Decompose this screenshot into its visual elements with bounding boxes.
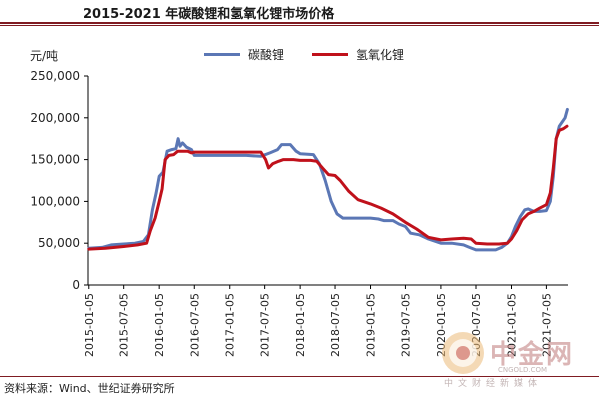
source-divider <box>0 376 599 377</box>
x-tick-label: 2016-01-05 <box>153 293 166 357</box>
y-tick-label: 150,000 <box>30 153 80 167</box>
x-tick-label: 2015-01-05 <box>83 293 96 357</box>
x-tick-label: 2017-01-05 <box>224 293 237 357</box>
series-line-carbonate <box>87 107 569 252</box>
x-tick-label: 2015-07-05 <box>118 293 131 357</box>
y-tick-label: 200,000 <box>30 111 80 125</box>
chart-title: 2015-2021 年碳酸锂和氢氧化锂市场价格 <box>83 7 335 22</box>
title-divider <box>0 22 599 24</box>
chart-axes: 0 50,000 100,000 150,000 200,000 250,000 2015-… <box>30 69 568 357</box>
x-tick-label: 2019-07-05 <box>399 293 412 357</box>
title-divider-thin <box>0 25 599 26</box>
legend-item-hydroxide: 氢氧化锂 <box>312 46 404 63</box>
watermark-logo-icon <box>442 332 484 374</box>
watermark-domain: CNGOLD.COM <box>498 366 548 374</box>
source-note: 资料来源：Wind、世纪证券研究所 <box>4 382 175 395</box>
watermark-slogan: 中文财经新媒体 <box>444 379 543 389</box>
title-bar: 2015-2021 年碳酸锂和氢氧化锂市场价格 <box>0 0 599 22</box>
y-tick-label: 0 <box>72 278 80 292</box>
legend-swatch-carbonate <box>204 53 240 56</box>
series-layer <box>87 107 569 252</box>
y-tick-label: 250,000 <box>30 69 80 83</box>
x-tick-label: 2021-01-05 <box>505 293 518 357</box>
legend-label-carbonate: 碳酸锂 <box>248 48 285 62</box>
legend-swatch-hydroxide <box>312 53 349 56</box>
x-tick-label: 2019-01-05 <box>365 293 378 357</box>
x-tick-label: 2018-07-05 <box>329 293 342 357</box>
watermark: 中金网 CNGOLD.COM 中文财经新媒体 <box>440 330 599 390</box>
x-tick-label: 2018-01-05 <box>294 293 307 357</box>
series-line-hydroxide <box>87 124 569 251</box>
y-axis-unit-label: 元/吨 <box>30 49 59 63</box>
x-tick-label: 2021-07-05 <box>540 293 553 357</box>
watermark-brand: 中金网 <box>490 340 575 370</box>
x-tick-label: 2020-01-05 <box>435 293 448 357</box>
y-tick-label: 50,000 <box>38 236 80 250</box>
x-tick-label: 2016-07-05 <box>188 293 201 357</box>
y-tick-label: 100,000 <box>30 194 80 208</box>
legend-label-hydroxide: 氢氧化锂 <box>356 48 405 62</box>
chart-legend: 碳酸锂 氢氧化锂 <box>204 46 432 63</box>
x-tick-label: 2017-07-05 <box>259 293 272 357</box>
legend-item-carbonate: 碳酸锂 <box>204 46 284 63</box>
